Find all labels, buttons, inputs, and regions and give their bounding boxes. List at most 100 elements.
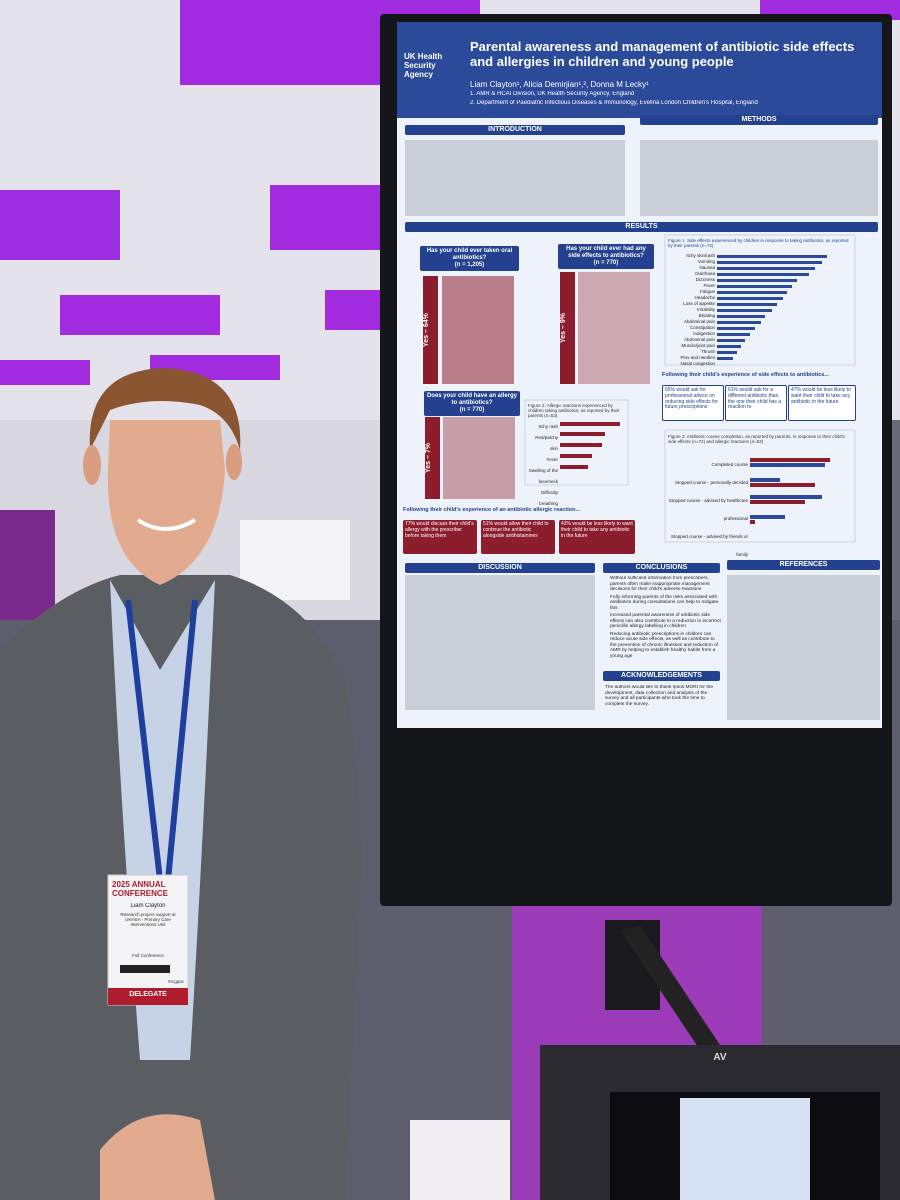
sample-size: (n = 770) <box>459 406 485 413</box>
stool <box>410 1120 510 1200</box>
ear <box>83 445 101 485</box>
callout: 47% would be less likely to want their c… <box>788 385 856 421</box>
org-logo: UK Health Security Agency <box>404 52 443 80</box>
bar-label: Fever <box>703 283 715 288</box>
answer: Yes – 9% <box>560 272 575 384</box>
bar-label: Fatigue <box>699 289 715 294</box>
callout: 43% would be less likely to want their c… <box>559 520 635 554</box>
hand <box>100 1114 215 1200</box>
affiliation: 1. AMR & HCAI Division, UK Health Securi… <box>470 91 635 97</box>
bar-label: Nasal congestion <box>680 361 715 366</box>
conclusion-list: Without sufficient information from pres… <box>603 576 721 659</box>
question-text: Does your child have an allergy to antib… <box>426 393 518 406</box>
figure-3-labels: Completed course Stopped course - persona… <box>668 456 748 564</box>
conclusion: Reducing antibiotic prescriptions in chi… <box>610 632 721 660</box>
bar-label: Stopped course - personally decided <box>674 480 748 485</box>
bar-label: Indigestion <box>693 331 715 336</box>
bar-label: Vomiting <box>697 259 715 264</box>
bar-label: Stopped course - advised by healthcare p… <box>668 498 748 521</box>
arm <box>620 925 720 1050</box>
ceiling-light <box>0 190 120 260</box>
barcode <box>120 965 170 973</box>
sample-size: (n = 770) <box>593 259 619 266</box>
badge-band <box>108 988 188 1005</box>
bar-label: Irritability <box>696 307 715 312</box>
bar-label: Itchy rash <box>538 424 558 429</box>
bar-label: Pins and needles <box>680 355 715 360</box>
people-icons <box>442 272 650 499</box>
badge <box>107 874 189 1006</box>
callout: 65% would ask for professional advice on… <box>662 385 724 421</box>
hair <box>89 368 241 450</box>
face <box>107 420 225 585</box>
conclusion: Without sufficient information from pres… <box>610 576 721 593</box>
figure-caption: Figure 1. Side effects experienced by ch… <box>668 238 849 249</box>
section-header: REFERENCES <box>727 560 880 570</box>
figure-boxes <box>524 234 856 543</box>
badge-type: DELEGATE <box>129 991 167 998</box>
affiliation: 2. Department of Paediatric Infectious D… <box>470 100 758 106</box>
bar-label: Loss of appetite <box>683 301 715 306</box>
ceiling-light <box>0 360 90 385</box>
bar-label: Red/patchy skin <box>535 435 558 451</box>
callout-heading: Following their child's experience of an… <box>403 507 581 513</box>
bar-label: Stopped course - advised by friends or f… <box>670 534 748 557</box>
figure-3-bars <box>750 458 830 524</box>
bar-label: Completed course <box>711 462 748 467</box>
question: Does your child have an allergy to antib… <box>424 391 520 416</box>
badge-role: Research project support at UKHSA - Prim… <box>120 912 176 928</box>
bar-label: Thrush <box>700 349 715 354</box>
kiosk-poster <box>680 1098 810 1200</box>
badge-event: 2025 ANNUAL CONFERENCE <box>112 880 169 899</box>
question: Has your child ever taken oral antibioti… <box>420 246 519 271</box>
bar-label: Difficulty breathing <box>539 490 558 506</box>
callout: 51% would allow their child to continue … <box>481 520 555 554</box>
answer: Yes – 7% <box>425 417 440 499</box>
authors: Liam Clayton¹, Alicia Demirjian¹,², Donn… <box>470 80 649 89</box>
section-header: CONCLUSIONS <box>603 563 720 573</box>
banner <box>0 510 55 630</box>
bar-label: Muscle/joint pain <box>681 343 715 348</box>
acknowledgements: The authors would like to thank Ipsos MO… <box>605 685 713 707</box>
bar-label: Headache <box>694 295 715 300</box>
section-header: DISCUSSION <box>405 563 595 573</box>
figure-caption: Figure 3. Antibiotic course completion, … <box>668 434 845 445</box>
conclusion: Increased parental awareness of antibiot… <box>610 613 721 630</box>
bar-label: Dizziness <box>695 277 715 282</box>
question-text: Has your child ever had any side effects… <box>566 246 646 259</box>
callout-heading: Following their child's experience of si… <box>662 372 829 378</box>
poster-title: Parental awareness and management of ant… <box>470 40 855 69</box>
smile <box>136 518 197 531</box>
section-header: ACKNOWLEDGEMENTS <box>603 671 720 681</box>
ceiling-light <box>270 185 390 250</box>
callout: 77% would discuss their child's allergy … <box>403 520 477 554</box>
callout: 61% would ask for a different antibiotic… <box>725 385 787 421</box>
bar-label: Abdominal pain <box>683 337 715 342</box>
bar-label: Constipation <box>689 325 715 330</box>
bar-label: Itchy skin/rash <box>686 253 715 258</box>
bar-label: Diarrhoea <box>695 271 715 276</box>
figure-caption: Figure 2. Allergic reactions experienced… <box>528 403 620 419</box>
badge-name: Liam Clayton <box>130 903 166 909</box>
figure-2-labels: Itchy rash Red/patchy skin Fever Swelling o… <box>528 421 558 509</box>
bar-label: Abdominal pain <box>683 319 715 324</box>
bar-label: Bloating <box>698 313 715 318</box>
bar-label: Swelling of the face/neck <box>528 468 558 484</box>
badge-hashtag: #rcgpac <box>167 979 184 984</box>
body-text-lines <box>405 140 880 720</box>
question-text: Has your child ever taken oral antibioti… <box>426 248 513 261</box>
poster-header <box>397 22 882 118</box>
question: Has your child ever had any side effects… <box>558 244 654 269</box>
figure-1-labels: Itchy skin/rash Vomiting Nausea Diarrhoea Di… <box>668 253 715 367</box>
conclusions: Without sufficient information from pres… <box>603 576 721 668</box>
section-header: METHODS <box>640 115 878 125</box>
bar-label: Fever <box>546 457 558 462</box>
figure-1-bars <box>717 255 827 360</box>
badge-ticket: Full Conference <box>132 953 164 958</box>
ear <box>226 444 242 480</box>
ceiling-light <box>325 290 385 330</box>
answer: Yes – 64% <box>423 276 438 384</box>
sample-size: (n = 1,205) <box>454 261 485 268</box>
kiosk-brand: AV <box>713 1052 727 1063</box>
